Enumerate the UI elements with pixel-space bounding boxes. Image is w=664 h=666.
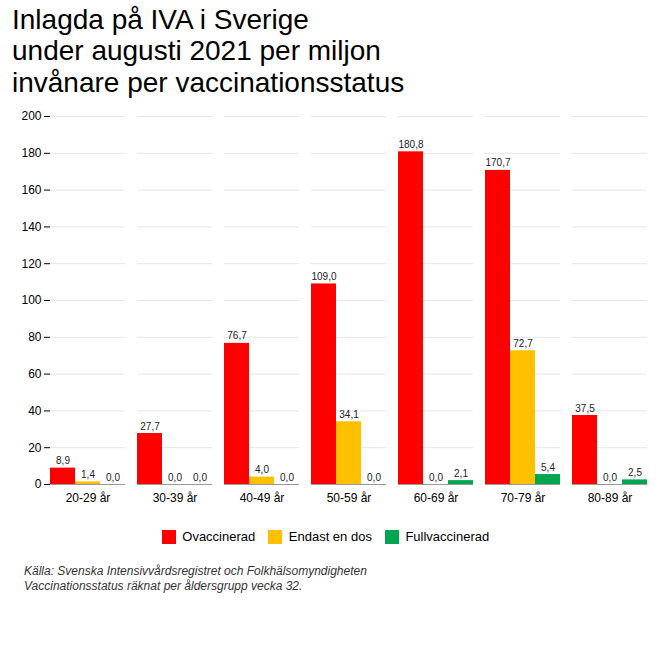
svg-text:0,0: 0,0 xyxy=(429,472,443,483)
html-text:Endast en dos: Endast en dos xyxy=(288,529,372,545)
svg-text:180,8: 180,8 xyxy=(398,139,423,150)
svg-text:140: 140 xyxy=(21,220,41,234)
svg-text:80-89 år: 80-89 år xyxy=(588,491,633,505)
svg-text:76,7: 76,7 xyxy=(227,330,247,341)
svg-text:40-49 år: 40-49 år xyxy=(240,491,285,505)
svg-text:170,7: 170,7 xyxy=(485,157,510,168)
svg-text:109,0: 109,0 xyxy=(311,271,336,282)
svg-text:2,1: 2,1 xyxy=(454,468,468,479)
svg-text:180: 180 xyxy=(21,146,41,160)
svg-text:60: 60 xyxy=(28,367,42,381)
svg-text:37,5: 37,5 xyxy=(575,403,595,414)
svg-text:40: 40 xyxy=(28,404,42,418)
svg-text:27,7: 27,7 xyxy=(140,421,160,432)
svg-text:200: 200 xyxy=(21,109,41,123)
svg-text:0,0: 0,0 xyxy=(603,472,617,483)
html-text:Inlagda på IVA i Sverige under: Inlagda på IVA i Sverige under augusti 2… xyxy=(12,4,405,98)
svg-text:20-29 år: 20-29 år xyxy=(66,491,111,505)
svg-text:4,0: 4,0 xyxy=(255,464,269,475)
svg-text:160: 160 xyxy=(21,183,41,197)
svg-text:30-39 år: 30-39 år xyxy=(153,491,198,505)
svg-text:0,0: 0,0 xyxy=(280,472,294,483)
html-text:Källa: Svenska Intensivvårdsre: Källa: Svenska Intensivvårdsregistret oc… xyxy=(24,563,367,593)
html-text:Ovaccinerad: Ovaccinerad xyxy=(182,529,256,545)
svg-text:0,0: 0,0 xyxy=(168,472,182,483)
svg-text:34,1: 34,1 xyxy=(339,409,359,420)
svg-text:60-69 år: 60-69 år xyxy=(414,491,459,505)
svg-text:1,4: 1,4 xyxy=(81,469,95,480)
svg-text:72,7: 72,7 xyxy=(513,338,533,349)
svg-text:0,0: 0,0 xyxy=(106,472,120,483)
svg-text:8,9: 8,9 xyxy=(56,455,70,466)
html-text:Fullvaccinerad: Fullvaccinerad xyxy=(405,529,490,545)
svg-text:80: 80 xyxy=(28,330,42,344)
svg-text:0: 0 xyxy=(35,477,42,491)
svg-text:70-79 år: 70-79 år xyxy=(501,491,546,505)
svg-text:100: 100 xyxy=(21,293,41,307)
svg-text:0,0: 0,0 xyxy=(367,472,381,483)
svg-text:50-59 år: 50-59 år xyxy=(327,491,372,505)
svg-text:120: 120 xyxy=(21,257,41,271)
svg-text:20: 20 xyxy=(28,441,42,455)
svg-text:5,4: 5,4 xyxy=(541,462,555,473)
svg-text:2,5: 2,5 xyxy=(628,467,642,478)
svg-text:0,0: 0,0 xyxy=(193,472,207,483)
